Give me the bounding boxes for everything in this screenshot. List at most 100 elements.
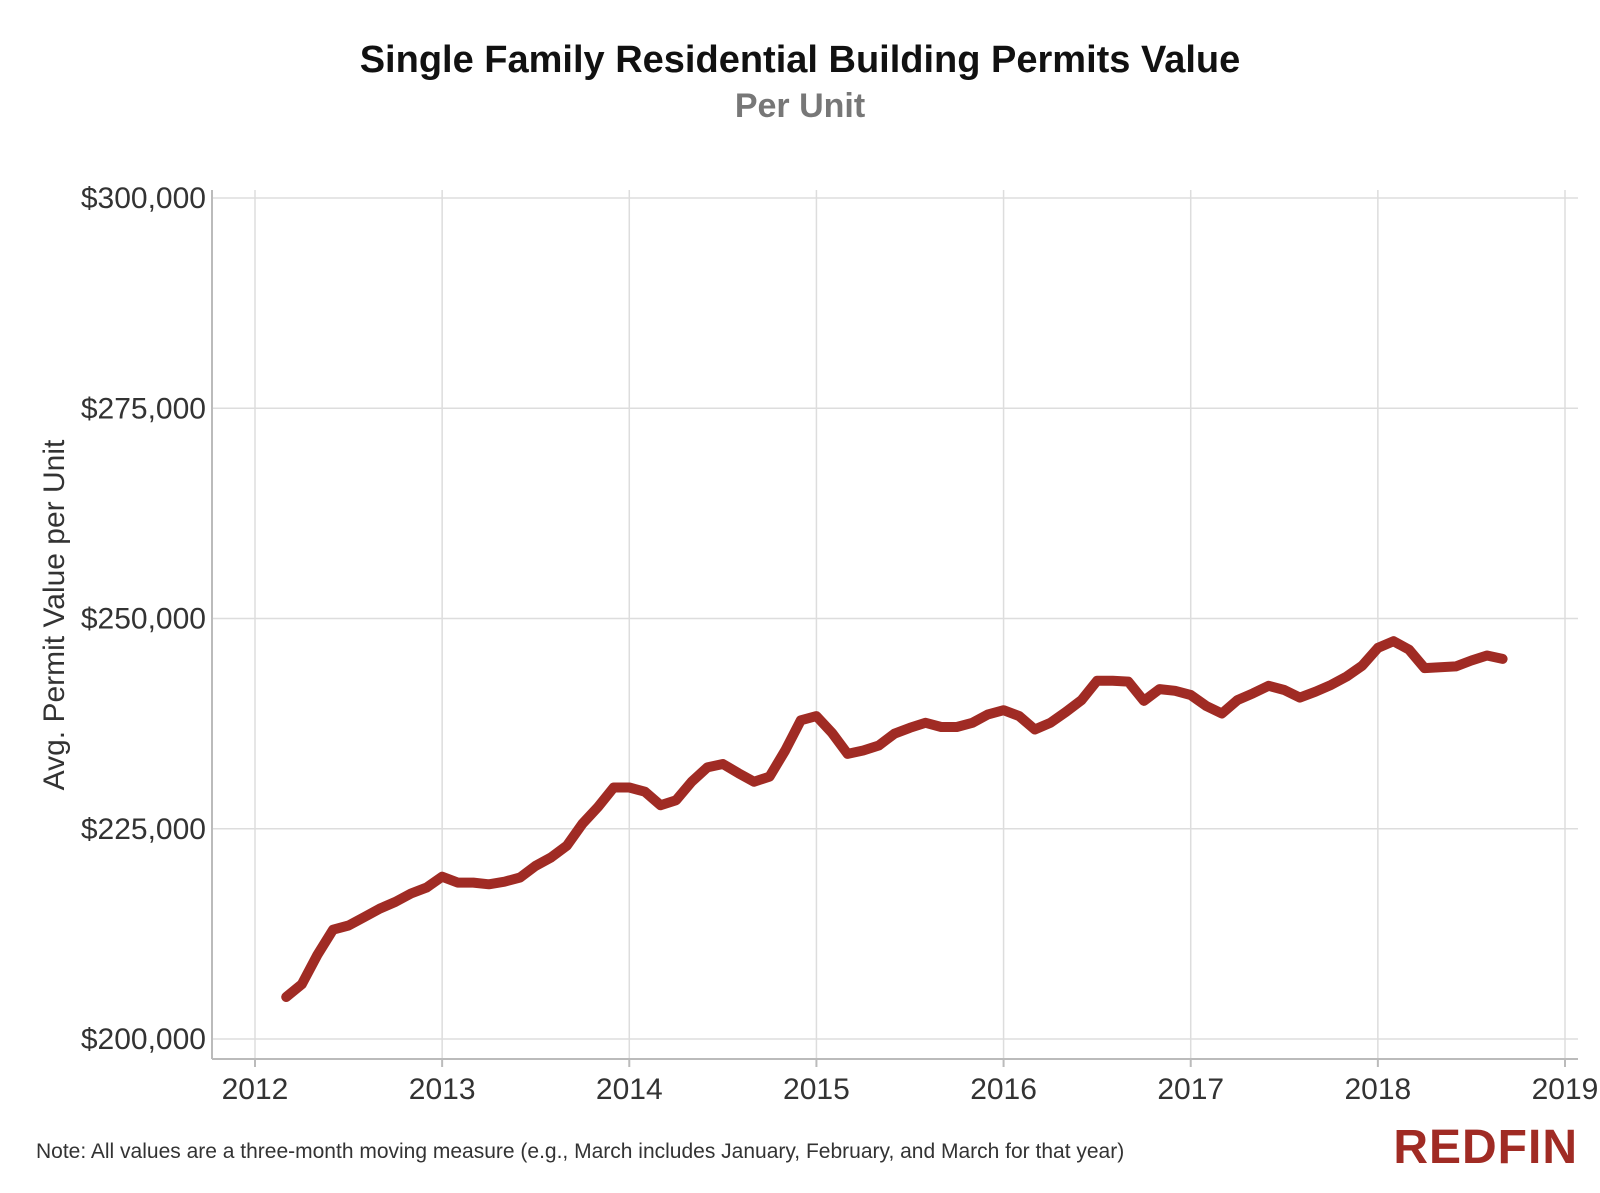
x-tick-label: 2017 [1157, 1073, 1224, 1106]
data-point [768, 775, 771, 778]
data-point [472, 881, 475, 884]
data-point [1392, 640, 1395, 643]
y-tick-label: $300,000 [81, 182, 206, 215]
data-point [1454, 665, 1457, 668]
data-point [316, 953, 319, 956]
y-tick-label: $200,000 [81, 1023, 206, 1056]
data-point [1049, 721, 1052, 724]
data-point [1033, 728, 1036, 731]
data-point [753, 780, 755, 783]
data-point [612, 786, 615, 789]
x-tick-label: 2012 [222, 1073, 289, 1106]
data-point [1065, 710, 1067, 713]
data-point [1220, 712, 1223, 715]
data-point [940, 726, 943, 728]
data-point [363, 916, 366, 919]
data-point [784, 749, 787, 752]
data-point [347, 924, 350, 927]
data-point [487, 883, 490, 886]
data-point [971, 721, 974, 724]
y-tick-label: $225,000 [81, 813, 206, 846]
data-point [721, 763, 724, 765]
data-point [285, 996, 288, 998]
chart-subtitle: Per Unit [735, 87, 865, 125]
data-point [1283, 689, 1286, 691]
data-point [1111, 679, 1114, 682]
data-point [1345, 675, 1348, 678]
data-point [628, 786, 631, 789]
data-point [503, 880, 506, 883]
data-point [893, 732, 896, 735]
data-point [534, 864, 537, 867]
data-point [924, 721, 927, 724]
data-point [690, 780, 693, 783]
y-tick-label: $250,000 [81, 603, 206, 636]
data-point [643, 790, 646, 793]
data-point [410, 892, 412, 895]
footnote: Note: All values are a three-month movin… [36, 1140, 1124, 1163]
data-point [1236, 699, 1239, 702]
data-point [1080, 699, 1083, 702]
data-point [1439, 666, 1442, 669]
data-point [1423, 667, 1426, 670]
data-point [1486, 654, 1488, 657]
data-point [425, 886, 428, 889]
data-point [1205, 705, 1208, 707]
chart-title: Single Family Residential Building Permi… [360, 39, 1241, 81]
data-point [846, 752, 849, 755]
data-point [1470, 659, 1473, 662]
data-point [659, 804, 662, 807]
data-point [737, 772, 740, 775]
data-point [378, 907, 381, 910]
grid [212, 190, 1578, 1059]
data-point [456, 881, 459, 884]
data-point [1361, 664, 1364, 667]
x-tick-label: 2019 [1532, 1073, 1599, 1106]
data-point [1330, 683, 1333, 686]
data-point [565, 844, 568, 847]
data-point [1376, 646, 1379, 649]
data-point [799, 719, 802, 722]
data-point [581, 822, 584, 825]
data-point [550, 856, 553, 859]
data-point [519, 876, 522, 879]
series-line [281, 636, 1508, 1002]
data-point [955, 726, 958, 728]
data-point [300, 983, 303, 986]
data-point [1127, 680, 1130, 683]
data-point [597, 805, 600, 808]
data-point [1018, 715, 1021, 718]
x-tick-label: 2016 [970, 1073, 1037, 1106]
data-point [1408, 648, 1410, 651]
x-tick-label: 2014 [596, 1073, 663, 1106]
data-point [1002, 709, 1005, 712]
data-point [332, 928, 334, 931]
y-tick-label: $275,000 [81, 392, 206, 425]
data-point [1096, 679, 1099, 682]
data-point [1142, 699, 1145, 702]
redfin-logo: REDFIN [1393, 1121, 1578, 1174]
data-point [1298, 696, 1301, 699]
x-tick-label: 2018 [1344, 1073, 1411, 1106]
data-point [1501, 657, 1504, 660]
x-tick-label: 2013 [409, 1073, 476, 1106]
series [281, 636, 1508, 1002]
data-point [394, 900, 397, 903]
y-axis-label: Avg. Permit Value per Unit [38, 439, 71, 790]
data-point [675, 799, 678, 802]
data-point [1174, 689, 1177, 692]
x-tick-label: 2015 [783, 1073, 850, 1106]
data-point [909, 726, 911, 729]
data-point [1252, 692, 1255, 695]
data-point [1267, 684, 1270, 687]
data-point [987, 713, 989, 716]
data-point [877, 744, 880, 747]
data-point [815, 715, 818, 718]
data-point [706, 766, 709, 769]
data-point [1158, 688, 1161, 691]
axes [211, 190, 1578, 1067]
data-point [1189, 694, 1192, 696]
data-point [862, 749, 865, 752]
data-point [1314, 690, 1317, 693]
